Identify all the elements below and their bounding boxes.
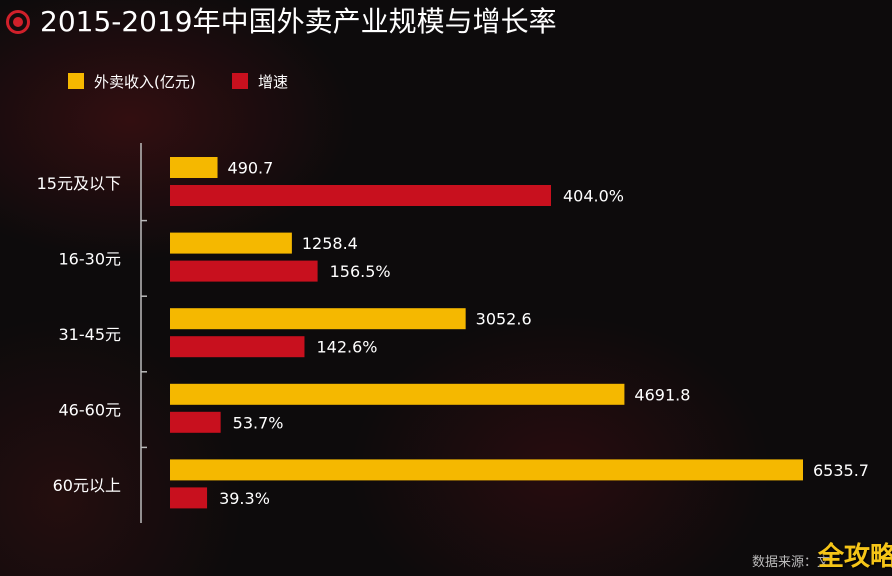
income-bar: [170, 383, 625, 405]
legend-swatch-growth: [232, 73, 248, 89]
growth-bar: [170, 411, 221, 433]
income-value-label: 1258.4: [302, 234, 358, 253]
legend-item-growth: 增速: [232, 70, 288, 92]
legend-item-income: 外卖收入(亿元): [68, 70, 196, 92]
income-value-label: 4691.8: [634, 385, 690, 404]
income-bar: [170, 308, 466, 330]
income-bar: [170, 232, 292, 254]
income-value-label: 6535.7: [813, 461, 869, 480]
category-label: 31-45元: [59, 325, 122, 344]
growth-value-label: 156.5%: [330, 262, 391, 281]
growth-value-label: 142.6%: [316, 338, 377, 357]
legend-swatch-income: [68, 73, 84, 89]
legend-label-growth: 增速: [258, 72, 289, 91]
data-source: 数据来源：文: [752, 555, 831, 570]
watermark: 全攻略: [818, 542, 892, 572]
income-value-label: 3052.6: [476, 310, 532, 329]
growth-value-label: 404.0%: [563, 187, 624, 206]
income-bar: [170, 157, 218, 178]
growth-bar: [170, 185, 551, 206]
growth-bar: [170, 487, 208, 509]
category-label: 46-60元: [59, 401, 122, 420]
chart-title: 2015-2019年中国外卖产业规模与增长率: [40, 5, 557, 38]
income-value-label: 490.7: [228, 159, 274, 178]
growth-bar: [170, 336, 305, 358]
category-label: 60元以上: [53, 476, 121, 495]
target-icon: [6, 10, 30, 34]
growth-value-label: 39.3%: [219, 489, 270, 508]
growth-value-label: 53.7%: [233, 413, 284, 432]
category-label: 15元及以下: [37, 174, 121, 193]
income-bar: [170, 459, 803, 481]
legend-label-income: 外卖收入(亿元): [94, 72, 196, 91]
category-label: 16-30元: [59, 249, 122, 268]
growth-bar: [170, 260, 318, 282]
